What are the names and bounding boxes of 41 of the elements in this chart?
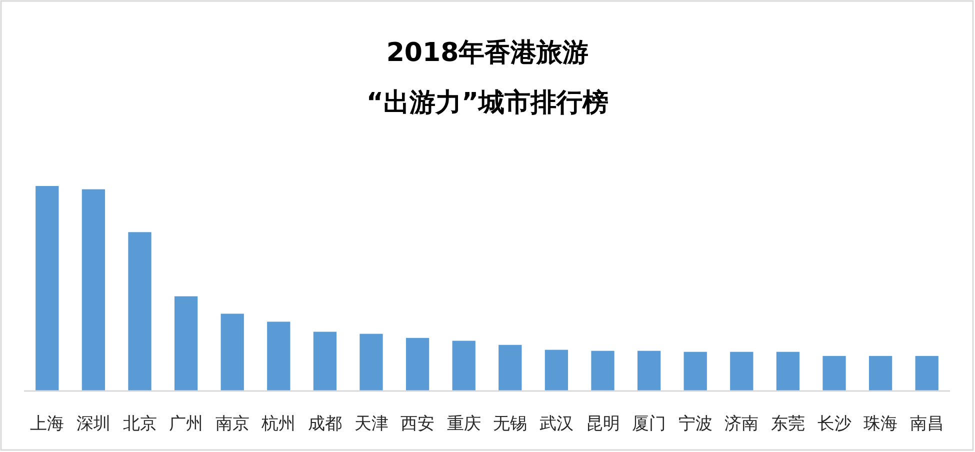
bar — [313, 332, 337, 391]
x-tick-label: 深圳 — [76, 414, 110, 434]
x-tick-label: 北京 — [122, 414, 157, 434]
bar — [637, 350, 661, 391]
bar — [498, 344, 522, 391]
x-tick-label: 东莞 — [770, 414, 805, 434]
x-tick-label: 西安 — [400, 414, 435, 434]
bar — [684, 352, 707, 391]
bar — [220, 314, 244, 391]
x-tick-label: 武汉 — [539, 414, 574, 434]
bar — [452, 340, 476, 391]
x-tick-label: 南京 — [215, 414, 250, 434]
x-tick-label: 广州 — [169, 414, 204, 434]
x-tick-label: 济南 — [724, 414, 759, 434]
x-tick-label: 成都 — [308, 414, 342, 434]
x-tick-label: 昆明 — [586, 414, 620, 434]
chart-title: 2018年香港旅游 “出游力”城市排行榜 — [366, 38, 609, 118]
x-tick-label: 天津 — [354, 414, 388, 434]
bar — [128, 232, 152, 391]
bar — [267, 322, 290, 391]
x-tick-label: 珠海 — [864, 414, 898, 434]
bar — [730, 352, 754, 391]
x-tick-label: 南昌 — [910, 414, 944, 434]
x-tick-label: 长沙 — [817, 414, 852, 434]
bar — [36, 186, 59, 391]
bar — [868, 356, 892, 391]
bar — [406, 338, 430, 391]
x-tick-label: 无锡 — [493, 414, 528, 434]
x-tick-label: 杭州 — [260, 414, 296, 434]
bar — [822, 356, 846, 391]
bar — [544, 350, 568, 391]
x-tick-label: 重庆 — [446, 414, 481, 434]
bar — [591, 350, 614, 391]
bar — [776, 352, 800, 391]
x-tick-label: 宁波 — [678, 414, 712, 434]
bar — [915, 356, 938, 391]
x-tick-label: 上海 — [30, 414, 64, 434]
bar — [82, 189, 106, 391]
x-tick-label: 厦门 — [632, 414, 666, 434]
bar — [174, 296, 198, 391]
bar — [360, 334, 383, 391]
